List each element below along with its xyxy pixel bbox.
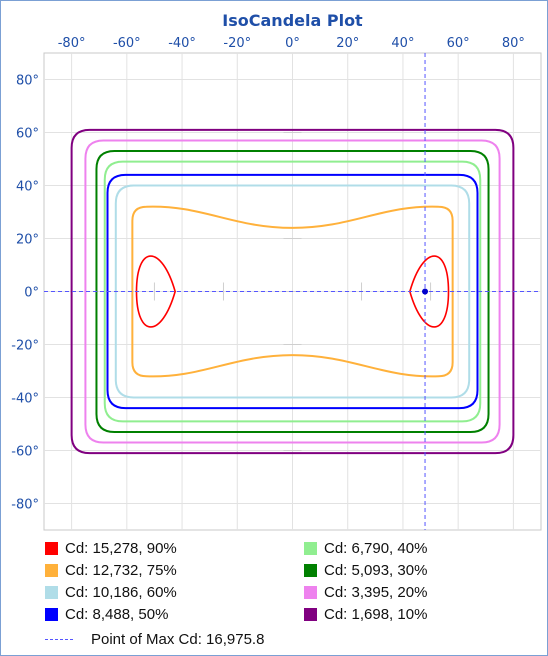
legend-swatch-75	[45, 564, 58, 577]
chart-title: IsoCandela Plot	[222, 11, 363, 30]
legend-item-75: Cd: 12,732, 75%	[45, 562, 177, 579]
x-tick-label: 20°	[336, 36, 359, 51]
x-tick-label: -40°	[168, 36, 196, 51]
legend-swatch-40	[304, 542, 317, 555]
x-tick-label: 0°	[285, 36, 300, 51]
isocandela-contour-40	[103, 160, 482, 423]
legend-swatch-50	[45, 608, 58, 621]
y-tick-label: -80°	[11, 498, 39, 513]
isocandela-contour-20	[84, 139, 501, 444]
legend-swatch-20	[304, 586, 317, 599]
legend-label-max: Point of Max Cd: 16,975.8	[91, 631, 265, 648]
y-tick-label: 60°	[16, 127, 39, 142]
y-tick-label: 0°	[24, 286, 39, 301]
max-point-line-icon	[45, 639, 73, 640]
legend-item-40: Cd: 6,790, 40%	[304, 540, 427, 557]
isocandela-contour-30	[95, 150, 490, 433]
x-tick-label: -20°	[223, 36, 251, 51]
x-tick-label: -80°	[58, 36, 86, 51]
y-tick-label: -20°	[11, 339, 39, 354]
legend-item-50: Cd: 8,488, 50%	[45, 606, 168, 623]
legend-item-max: Point of Max Cd: 16,975.8	[45, 631, 264, 648]
legend-item-30: Cd: 5,093, 30%	[304, 562, 427, 579]
isocandela-contour-75	[131, 205, 454, 378]
isocandela-contour-60	[114, 184, 471, 399]
legend-label-30: Cd: 5,093, 30%	[324, 562, 428, 579]
legend-label-90: Cd: 15,278, 90%	[65, 540, 177, 557]
max-point-marker	[422, 288, 429, 295]
y-tick-label: 80°	[16, 74, 39, 89]
x-tick-label: 60°	[447, 36, 470, 51]
legend-label-60: Cd: 10,186, 60%	[65, 584, 177, 601]
x-tick-label: 40°	[391, 36, 414, 51]
x-tick-label: 80°	[502, 36, 525, 51]
y-tick-label: -40°	[11, 392, 39, 407]
legend-label-10: Cd: 1,698, 10%	[324, 606, 428, 623]
isocandela-contour-90-right	[409, 255, 450, 328]
legend-item-90: Cd: 15,278, 90%	[45, 540, 177, 557]
y-tick-label: 40°	[16, 180, 39, 195]
legend-swatch-60	[45, 586, 58, 599]
isocandela-contour-10	[70, 128, 515, 455]
y-tick-label: -60°	[11, 445, 39, 460]
legend-item-10: Cd: 1,698, 10%	[304, 606, 427, 623]
legend-item-20: Cd: 3,395, 20%	[304, 584, 427, 601]
legend-swatch-10	[304, 608, 317, 621]
x-tick-label: -60°	[113, 36, 141, 51]
legend-label-75: Cd: 12,732, 75%	[65, 562, 177, 579]
y-tick-label: 20°	[16, 233, 39, 248]
isocandela-plot: IsoCandela Plot -80° -60° -40° -20° 0° 20° 40° 6…	[11, 11, 542, 531]
isocandela-contour-50	[106, 173, 479, 410]
legend-swatch-30	[304, 564, 317, 577]
legend-label-40: Cd: 6,790, 40%	[324, 540, 428, 557]
legend-item-60: Cd: 10,186, 60%	[45, 584, 177, 601]
legend-label-20: Cd: 3,395, 20%	[324, 584, 428, 601]
legend-label-50: Cd: 8,488, 50%	[65, 606, 169, 623]
legend-swatch-90	[45, 542, 58, 555]
